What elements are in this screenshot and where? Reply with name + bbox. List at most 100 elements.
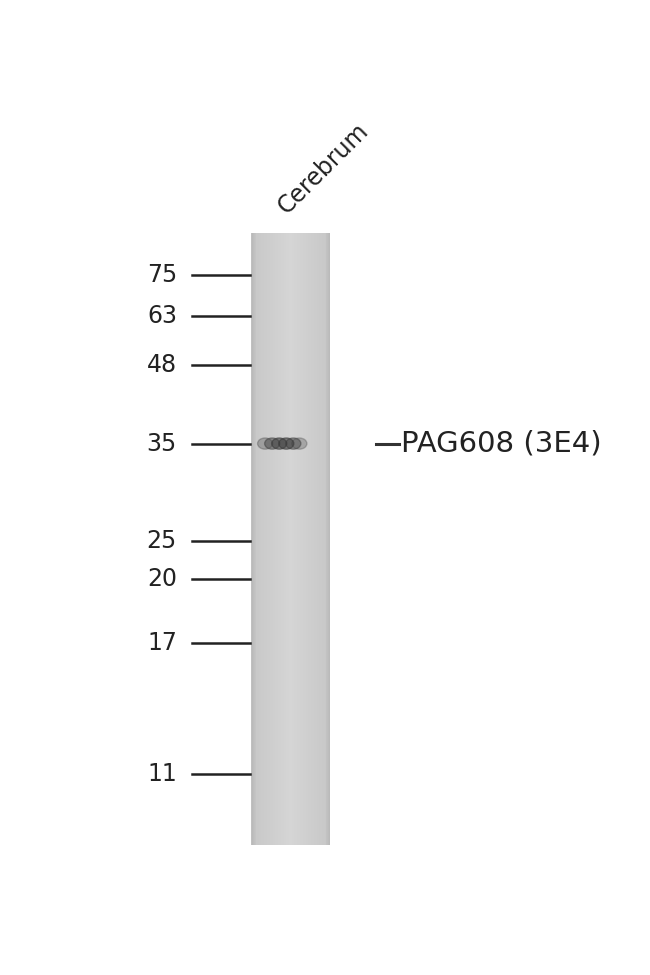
Bar	[289, 233, 290, 845]
Bar	[308, 233, 309, 845]
Bar	[322, 233, 323, 845]
Bar	[255, 233, 256, 845]
Bar	[254, 233, 255, 845]
Bar	[311, 233, 312, 845]
Bar	[261, 233, 262, 845]
Bar	[293, 233, 294, 845]
Bar	[268, 233, 269, 845]
Bar	[258, 233, 259, 845]
Bar	[288, 233, 289, 845]
Bar	[278, 233, 279, 845]
Bar	[270, 233, 271, 845]
Bar	[292, 233, 293, 845]
Bar	[279, 233, 280, 845]
Bar	[275, 233, 276, 845]
Bar	[327, 233, 328, 845]
Bar	[300, 233, 301, 845]
Bar	[320, 233, 321, 845]
Bar	[326, 233, 327, 845]
Text: 35: 35	[147, 432, 177, 455]
Bar	[287, 233, 288, 845]
Bar	[263, 233, 264, 845]
Bar	[254, 233, 255, 845]
Bar	[308, 233, 309, 845]
Bar	[317, 233, 318, 845]
Ellipse shape	[257, 438, 272, 449]
Bar	[312, 233, 313, 845]
Bar	[256, 233, 257, 845]
Bar	[325, 233, 326, 845]
Bar	[277, 233, 278, 845]
Bar	[297, 233, 298, 845]
Bar	[278, 233, 279, 845]
Bar	[311, 233, 312, 845]
Bar	[327, 233, 328, 845]
Bar	[272, 233, 273, 845]
Bar	[304, 233, 305, 845]
Bar	[317, 233, 318, 845]
Text: 20: 20	[147, 566, 177, 591]
Text: PAG608 (3E4): PAG608 (3E4)	[401, 430, 602, 457]
Bar	[307, 233, 309, 845]
Bar	[289, 233, 290, 845]
Ellipse shape	[272, 438, 287, 449]
Bar	[263, 233, 264, 845]
Bar	[315, 233, 316, 845]
Bar	[253, 233, 254, 845]
Text: 17: 17	[147, 631, 177, 654]
Bar	[269, 233, 270, 845]
Bar	[302, 233, 303, 845]
Text: 75: 75	[147, 262, 177, 287]
Bar	[323, 233, 324, 845]
Bar	[273, 233, 274, 845]
Bar	[252, 233, 253, 845]
Bar	[255, 233, 257, 845]
Bar	[326, 233, 327, 845]
Bar	[284, 233, 285, 845]
Bar	[268, 233, 270, 845]
Bar	[293, 233, 294, 845]
Bar	[271, 233, 272, 845]
Bar	[309, 233, 310, 845]
Bar	[314, 233, 315, 845]
Bar	[253, 233, 254, 845]
Bar	[297, 233, 298, 845]
Bar	[283, 233, 284, 845]
Bar	[259, 233, 260, 845]
Bar	[252, 233, 253, 845]
Bar	[266, 233, 267, 845]
Bar	[283, 233, 284, 845]
Bar	[286, 233, 287, 845]
Bar	[262, 233, 263, 845]
Bar	[310, 233, 311, 845]
Bar	[328, 233, 329, 845]
Bar	[298, 233, 299, 845]
Bar	[269, 233, 270, 845]
Bar	[276, 233, 278, 845]
Bar	[326, 233, 328, 845]
Bar	[286, 233, 287, 845]
Bar	[328, 233, 329, 845]
Bar	[284, 233, 285, 845]
Bar	[320, 233, 321, 845]
Bar	[271, 233, 272, 845]
Bar	[264, 233, 265, 845]
Bar	[296, 233, 297, 845]
Bar	[272, 233, 273, 845]
Bar	[326, 233, 327, 845]
Bar	[322, 233, 323, 845]
Bar	[319, 233, 320, 845]
Bar	[261, 233, 262, 845]
Bar	[303, 233, 304, 845]
Bar	[262, 233, 263, 845]
Bar	[293, 233, 294, 845]
Bar	[294, 233, 296, 845]
Bar	[310, 233, 311, 845]
Bar	[270, 233, 271, 845]
Bar	[299, 233, 300, 845]
Bar	[287, 233, 288, 845]
Bar	[290, 233, 291, 845]
Bar	[318, 233, 319, 845]
Bar	[254, 233, 255, 845]
Bar	[315, 233, 316, 845]
